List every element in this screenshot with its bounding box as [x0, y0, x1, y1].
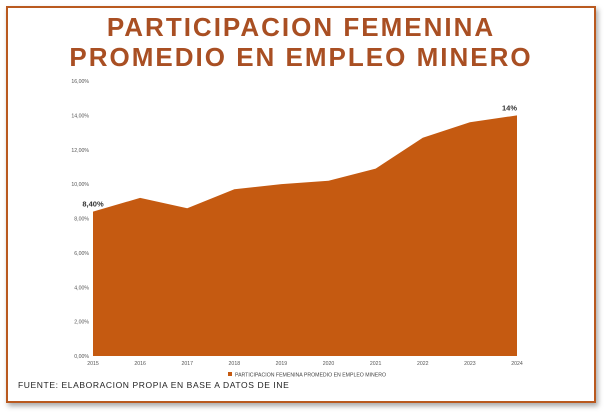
x-tick-label: 2021 — [370, 361, 382, 367]
data-label: 8,40% — [82, 200, 104, 209]
y-tick-label: 4,00% — [74, 285, 89, 291]
legend-label: PARTICIPACION FEMENINA PROMEDIO EN EMPLE… — [235, 373, 386, 379]
y-tick-label: 8,00% — [74, 217, 89, 223]
data-label: 14% — [502, 103, 517, 112]
chart-title-line1: PARTICIPACION FEMENINA — [106, 12, 496, 42]
x-tick-label: 2023 — [464, 361, 476, 367]
source-note: FUENTE: ELABORACION PROPIA EN BASE A DAT… — [18, 380, 290, 390]
x-tick-label: 2022 — [417, 361, 429, 367]
y-tick-label: 0,00% — [74, 354, 89, 360]
y-axis: 0,00% 2,00% 4,00% 6,00% 8,00% 10,00% 12,00% 14,… — [71, 79, 89, 360]
y-tick-label: 10,00% — [71, 182, 89, 188]
data-labels: 8,40% 14% — [82, 103, 517, 208]
area-series — [93, 115, 517, 356]
chart-title-line2: PROMEDIO EN EMPLEO MINERO — [69, 42, 533, 72]
legend: PARTICIPACION FEMENINA PROMEDIO EN EMPLE… — [228, 372, 386, 379]
chart-title: PARTICIPACION FEMENINA PROMEDIO EN EMPLE… — [0, 12, 602, 72]
x-tick-label: 2016 — [134, 361, 146, 367]
x-tick-label: 2020 — [323, 361, 335, 367]
x-tick-label: 2015 — [87, 361, 99, 367]
y-tick-label: 12,00% — [71, 148, 89, 154]
x-tick-label: 2017 — [181, 361, 193, 367]
y-tick-label: 6,00% — [74, 251, 89, 257]
x-tick-label: 2024 — [511, 361, 523, 367]
y-tick-label: 2,00% — [74, 320, 89, 326]
x-axis: 2015 2016 2017 2018 2019 2020 2021 2022 2023 2024 — [87, 361, 523, 367]
y-tick-label: 14,00% — [71, 113, 89, 119]
legend-swatch — [228, 372, 232, 376]
x-tick-label: 2019 — [276, 361, 288, 367]
x-tick-label: 2018 — [229, 361, 241, 367]
y-tick-label: 16,00% — [71, 79, 89, 85]
